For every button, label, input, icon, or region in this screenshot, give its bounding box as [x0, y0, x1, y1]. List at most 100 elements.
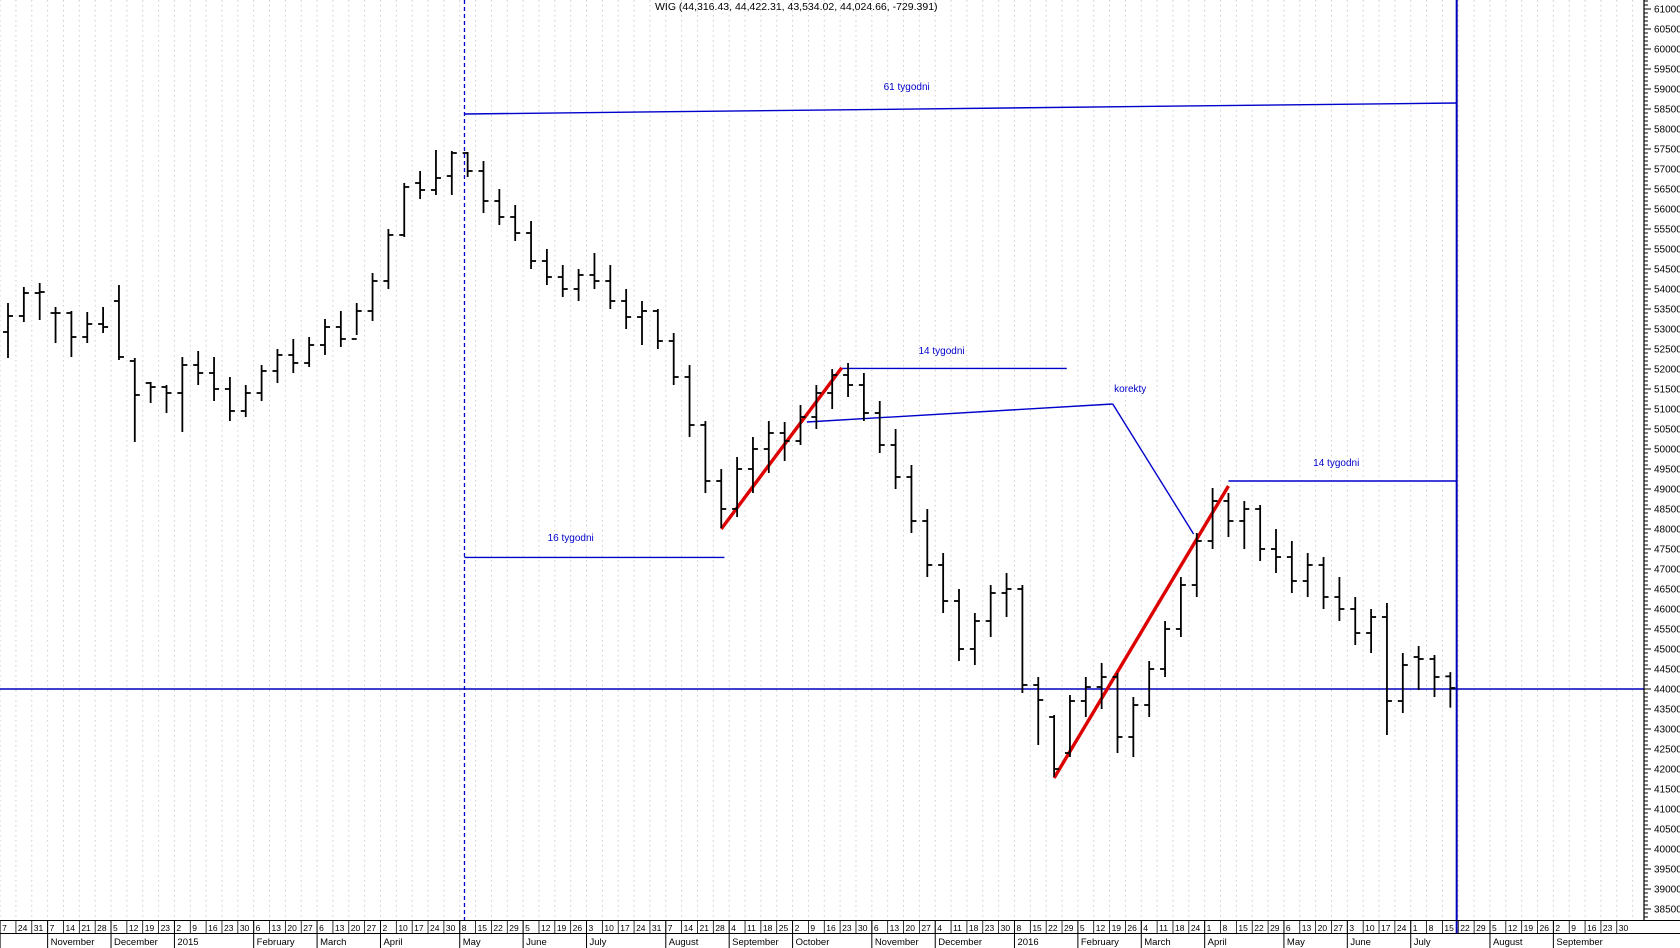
x-axis-week-label: 10 [398, 923, 408, 933]
x-axis-month-label: 2016 [1017, 937, 1038, 948]
x-axis-month-label: July [1414, 937, 1431, 948]
x-axis-month-label: August [669, 937, 699, 948]
x-axis-week-label: 24 [430, 923, 440, 933]
x-axis-week-label: 11 [747, 923, 756, 933]
x-axis-week-label: 17 [620, 923, 630, 933]
x-axis-week-label: 4 [1143, 923, 1148, 933]
ohlc-bar [779, 422, 790, 461]
x-axis-month-label: March [320, 937, 346, 948]
ohlc-bar [716, 469, 727, 528]
ohlc-bar [1033, 677, 1044, 745]
x-axis-month-label: May [1287, 937, 1305, 948]
ohlc-bar [1381, 603, 1392, 735]
ohlc-bar [272, 349, 283, 383]
x-axis-week-label: 6 [256, 923, 261, 933]
ohlc-bar [652, 309, 663, 349]
y-axis-label: 44500 [1654, 665, 1680, 676]
y-axis-label: 52000 [1654, 365, 1680, 376]
x-axis-week-label: 13 [890, 923, 900, 933]
x-axis-week-label: 31 [652, 923, 662, 933]
x-axis-week-label: 19 [1112, 923, 1122, 933]
y-axis-label: 53000 [1654, 325, 1680, 336]
x-axis-week-label: 31 [34, 923, 44, 933]
y-axis-label: 49000 [1654, 485, 1680, 496]
ohlc-bar [209, 357, 220, 401]
x-axis-week-label: 15 [1238, 923, 1248, 933]
x-axis-week-label: 20 [1318, 923, 1328, 933]
ohlc-bars [3, 150, 1456, 777]
x-axis-week-label: 11 [1159, 923, 1168, 933]
x-axis-week-label: 6 [319, 923, 324, 933]
ohlc-bar [1239, 501, 1250, 549]
annotation-label: 61 tygodni [884, 82, 930, 93]
annotation-label: 16 tygodni [548, 533, 594, 544]
x-axis-week-label: 29 [509, 923, 519, 933]
y-axis-label: 58500 [1654, 105, 1680, 116]
ohlc-bar [541, 249, 552, 285]
x-axis-week-label: 12 [129, 923, 139, 933]
y-axis-label: 59500 [1654, 65, 1680, 76]
x-axis-week-label: 15 [1032, 923, 1042, 933]
ohlc-bar [668, 333, 679, 385]
y-axis-label: 59000 [1654, 85, 1680, 96]
ohlc-bar [18, 287, 29, 322]
x-axis-week-label: 15 [478, 923, 488, 933]
y-axis-label: 57500 [1654, 145, 1680, 156]
ohlc-bar [589, 253, 600, 289]
x-axis-week-label: 20 [351, 923, 361, 933]
x-axis-week-label: 7 [2, 923, 7, 933]
line-61-weeks [464, 102, 1457, 115]
ohlc-bar [1271, 529, 1281, 573]
x-axis-week-label: 22 [1048, 923, 1058, 933]
y-axis-label: 56000 [1654, 205, 1680, 216]
x-axis-week-label: 7 [668, 923, 673, 933]
x-axis-month-label: February [257, 937, 295, 948]
ohlc-bar [82, 312, 93, 343]
ohlc-bar [129, 358, 140, 442]
ohlc-bar [573, 269, 584, 301]
x-axis-week-label: 26 [573, 923, 583, 933]
x-axis-week-label: 14 [684, 923, 694, 933]
ohlc-bar [161, 385, 172, 413]
ohlc-bar [858, 373, 869, 421]
y-axis-label: 55500 [1654, 225, 1680, 236]
y-axis-label: 43500 [1654, 705, 1680, 716]
ohlc-bar [335, 311, 346, 347]
x-axis-week-label: 28 [97, 923, 107, 933]
ohlc-bar [1144, 661, 1155, 717]
y-axis-label: 50000 [1654, 445, 1680, 456]
ohlc-bar [1318, 557, 1329, 609]
y-axis-label: 46000 [1654, 605, 1680, 616]
x-axis-week-label: 18 [763, 923, 773, 933]
x-axis-month-label: April [383, 937, 402, 948]
x-axis-week-label: 18 [1175, 923, 1185, 933]
y-axis-label: 45000 [1654, 645, 1680, 656]
ohlc-bar [637, 301, 647, 345]
x-axis-week-label: 13 [1302, 923, 1312, 933]
x-axis-week-label: 12 [541, 923, 551, 933]
ohlc-bar [367, 273, 378, 321]
ohlc-bar [288, 339, 299, 373]
ohlc-bar [177, 357, 188, 432]
x-axis-week-label: 20 [287, 923, 297, 933]
ohlc-bar [747, 437, 758, 493]
x-axis-week-label: 15 [1444, 923, 1454, 933]
x-axis-week-label: 27 [921, 923, 931, 933]
ohlc-bar [811, 385, 822, 429]
ohlc-bar [684, 365, 695, 437]
x-axis-week-label: 30 [858, 923, 868, 933]
x-axis-week-label: 29 [1476, 923, 1486, 933]
x-axis-week-label: 8 [1016, 923, 1021, 933]
ohlc-bar [874, 401, 885, 453]
y-axis-label: 41500 [1654, 785, 1680, 796]
x-axis-week-label: 3 [589, 923, 594, 933]
x-axis-week-label: 30 [1619, 923, 1629, 933]
ohlc-bar [478, 161, 489, 213]
annotation-label: 14 tygodni [918, 346, 964, 357]
x-axis-week-label: 22 [1254, 923, 1264, 933]
chart-title: WIG (44,316.43, 44,422.31, 43,534.02, 44… [655, 1, 938, 13]
y-axis-label: 40500 [1654, 825, 1680, 836]
ohlc-bar [98, 307, 109, 333]
y-axis-label: 47500 [1654, 545, 1680, 556]
